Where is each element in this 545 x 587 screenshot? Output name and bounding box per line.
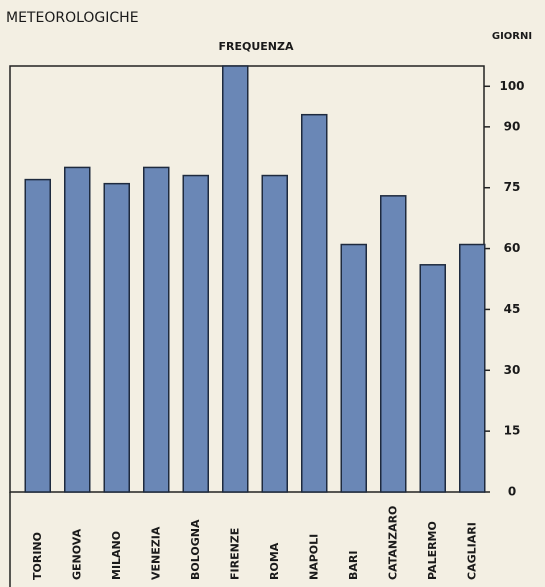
bar	[24, 178, 51, 493]
y-tick-label: 90	[504, 119, 521, 133]
bar	[143, 166, 170, 493]
y-tick-label: 30	[504, 363, 521, 377]
bar	[182, 174, 209, 493]
y-tick-label: 45	[504, 302, 521, 316]
x-tick-label: ROMA	[268, 542, 281, 580]
y-tick-label: 15	[504, 424, 521, 438]
bar	[261, 174, 288, 493]
bar	[459, 243, 486, 493]
bar	[103, 182, 130, 493]
y-tick-label: 60	[504, 241, 521, 255]
x-tick-label: CAGLIARI	[465, 522, 478, 580]
y-axis-label: GIORNI	[492, 31, 532, 42]
x-tick-label: CATANZARO	[386, 506, 399, 580]
x-tick-label: VENEZIA	[149, 526, 162, 580]
bar	[380, 195, 407, 493]
chart-title: METEOROLOGICHE	[6, 10, 139, 26]
y-tick-label: 100	[499, 79, 524, 93]
x-tick-label: BOLOGNA	[189, 519, 202, 580]
bar	[64, 166, 91, 493]
x-tick-label: MILANO	[110, 531, 123, 580]
x-tick-label: TORINO	[31, 532, 44, 580]
bar	[222, 65, 249, 493]
bar	[419, 264, 446, 493]
x-tick-label: PALERMO	[426, 521, 439, 580]
y-tick-label: 0	[508, 485, 516, 499]
y-tick-label: 75	[504, 180, 521, 194]
chart-subtitle: FREQUENZA	[219, 40, 294, 53]
bar	[301, 113, 328, 493]
x-tick-label: FIRENZE	[228, 528, 241, 580]
x-tick-label: BARI	[347, 551, 360, 580]
bar	[340, 243, 367, 493]
x-tick-label: NAPOLI	[307, 534, 320, 580]
x-tick-label: GENOVA	[70, 528, 83, 580]
